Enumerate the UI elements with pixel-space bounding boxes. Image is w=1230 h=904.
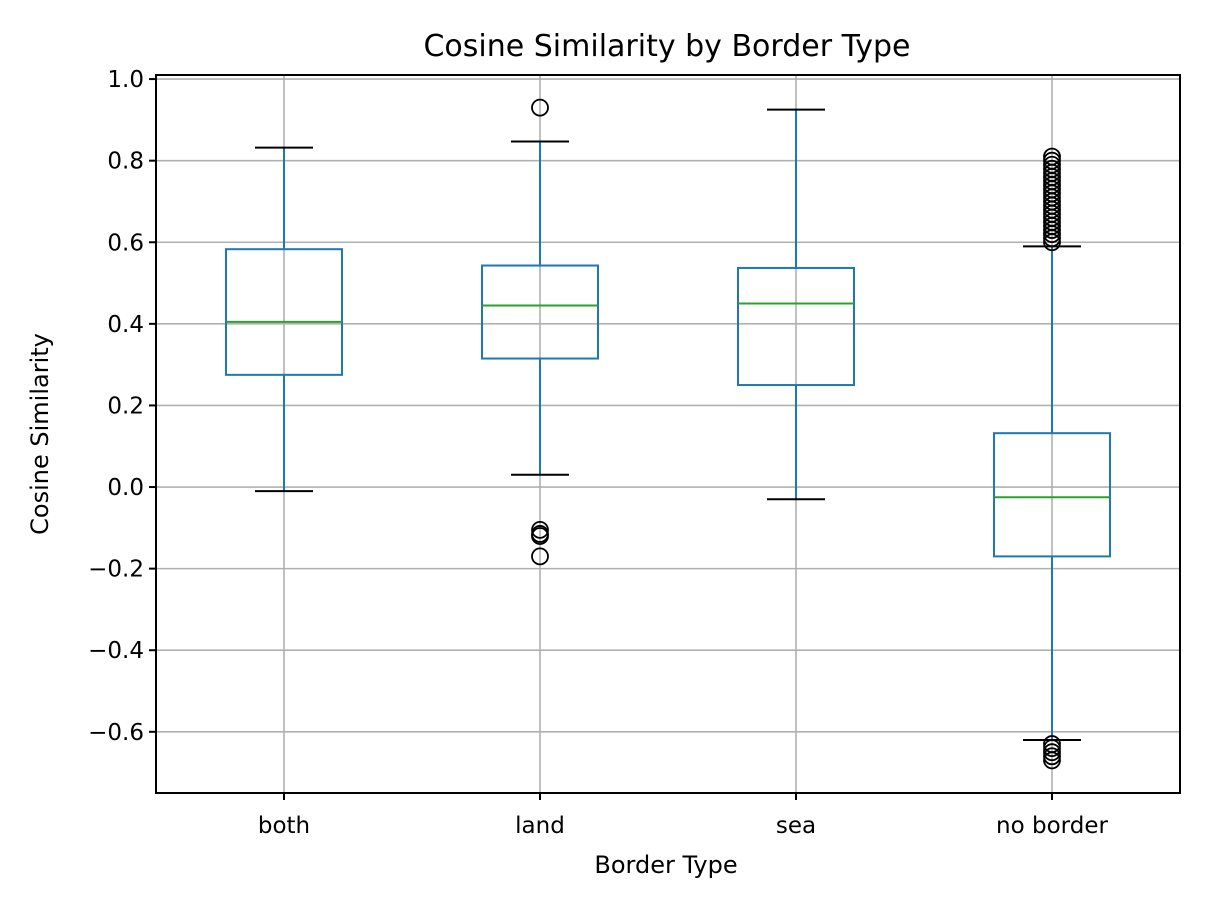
- y-tick-label: −0.2: [88, 557, 144, 583]
- y-tick-label: −0.4: [88, 638, 144, 664]
- y-tick-label: 1.0: [107, 67, 144, 93]
- x-axis-label: Border Type: [594, 851, 737, 879]
- x-axis: both land sea no border: [258, 793, 1108, 839]
- y-tick-label: 0.0: [107, 475, 144, 501]
- y-tick-label: 0.4: [107, 312, 144, 338]
- y-axis: −0.6 −0.4 −0.2 0.0 0.2 0.4 0.6 0.8 1.0: [88, 67, 156, 746]
- box-iqr: [993, 432, 1111, 558]
- outlier-point: [1043, 739, 1061, 758]
- box-group: [737, 108, 855, 501]
- box-group: [993, 147, 1111, 770]
- box-iqr: [225, 248, 343, 376]
- y-tick-label: 0.2: [107, 393, 144, 419]
- outlier-point: [1043, 155, 1061, 174]
- box-iqr: [737, 266, 855, 387]
- box-group: [225, 146, 343, 493]
- box-group: [481, 98, 599, 566]
- outlier-point: [1043, 747, 1061, 766]
- y-tick-label: −0.6: [88, 720, 144, 746]
- box-iqr: [481, 264, 599, 360]
- plot-frame: [155, 74, 1181, 794]
- outlier-point: [1043, 751, 1061, 770]
- outlier-point: [531, 527, 549, 545]
- y-axis-label: Cosine Similarity: [26, 333, 54, 535]
- outlier-point: [531, 547, 549, 566]
- x-tick-label: no border: [996, 813, 1108, 839]
- y-tick-label: 0.8: [107, 149, 144, 175]
- x-tick-label: both: [258, 813, 310, 839]
- outlier-point: [1043, 147, 1061, 166]
- chart-title: Cosine Similarity by Border Type: [423, 29, 910, 64]
- outlier-point: [1043, 151, 1061, 170]
- x-tick-label: sea: [776, 813, 816, 839]
- outlier-point: [531, 520, 549, 539]
- outlier-point: [1043, 743, 1061, 762]
- y-tick-label: 0.6: [107, 230, 144, 256]
- plot-area: [225, 98, 1111, 770]
- outlier-point: [1043, 159, 1061, 178]
- outlier-point: [531, 98, 549, 117]
- x-tick-label: land: [515, 813, 565, 839]
